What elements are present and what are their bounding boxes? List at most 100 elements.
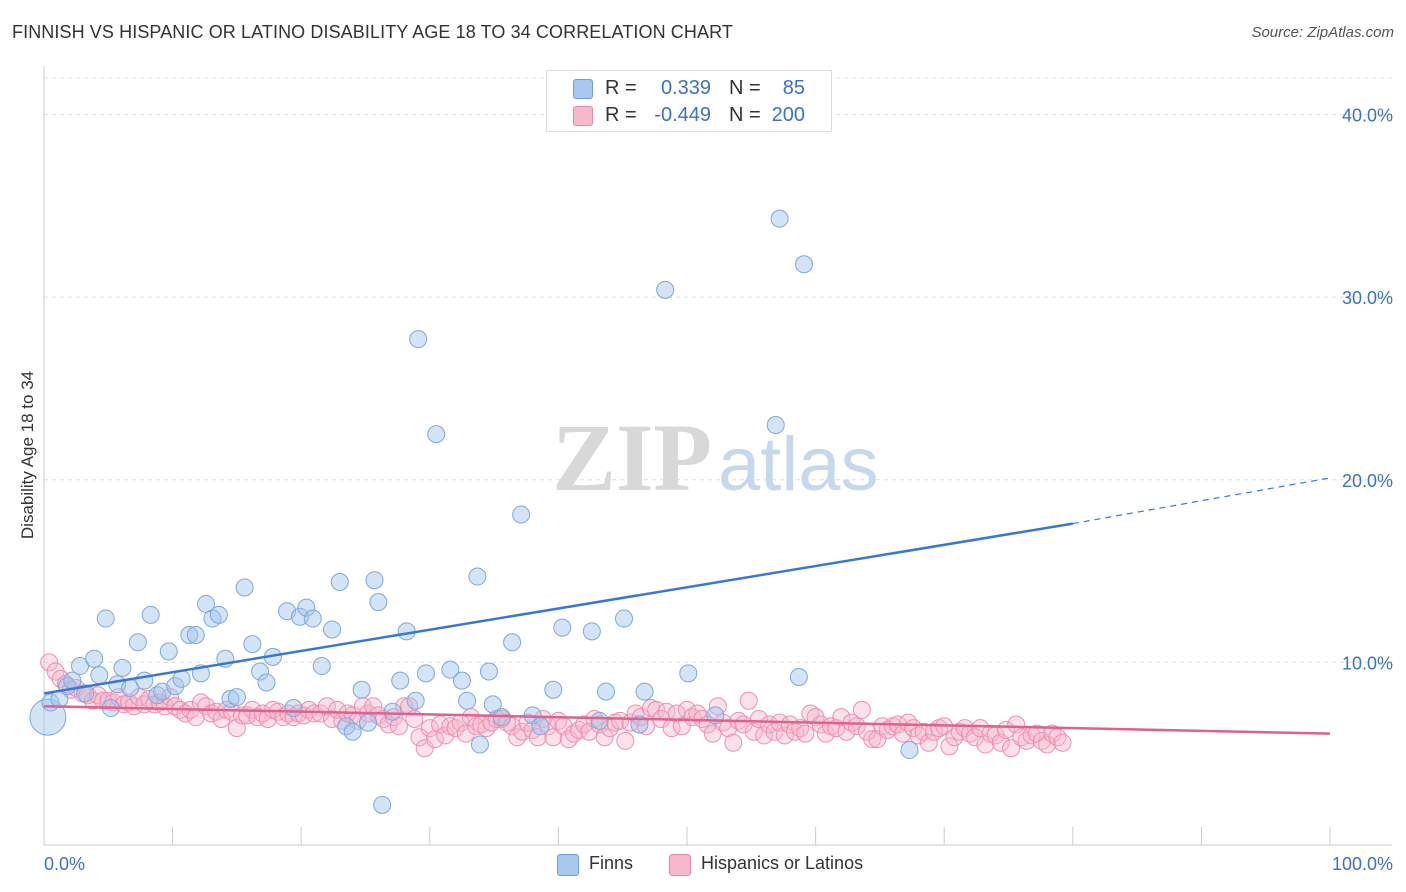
hispanic-point xyxy=(832,708,851,727)
finns-point xyxy=(470,735,489,754)
hispanic-point xyxy=(600,719,619,738)
hispanic-point xyxy=(477,719,496,738)
hispanic-point xyxy=(1002,739,1021,758)
hispanic-point xyxy=(274,708,293,727)
r-label: R = xyxy=(605,104,637,126)
hispanic-trend-line xyxy=(43,704,1331,735)
finns-point xyxy=(369,593,388,612)
finns-point xyxy=(582,622,601,641)
hispanic-point xyxy=(425,730,444,749)
finns-point xyxy=(766,415,785,434)
hispanic-point xyxy=(415,739,434,758)
x-tick-label-max: 100.0% xyxy=(1332,854,1393,874)
hispanic-point xyxy=(873,717,892,736)
finns-point xyxy=(416,664,435,683)
finns-point xyxy=(128,633,147,652)
finns-point xyxy=(553,618,572,637)
hispanic-point xyxy=(878,720,897,739)
hispanic-point xyxy=(616,731,635,750)
hispanic-point xyxy=(899,713,918,732)
hispanic-point xyxy=(51,669,70,688)
finns-point xyxy=(352,680,371,699)
hispanic-n-value: 200 xyxy=(771,104,805,126)
r-label: R = xyxy=(605,77,637,99)
hispanic-point xyxy=(482,713,501,732)
hispanic-swatch xyxy=(573,106,593,126)
finns-trend-extension xyxy=(1072,477,1331,525)
hispanic-point xyxy=(631,708,650,727)
hispanic-point xyxy=(919,733,938,752)
finns-point xyxy=(159,642,178,661)
correlation-legend: R = 0.339 N = 85 R = -0.449 N = 200 xyxy=(546,70,832,132)
finns-point xyxy=(441,660,460,679)
hispanic-point xyxy=(595,728,614,747)
hispanic-point xyxy=(955,719,974,738)
hispanic-point xyxy=(420,719,439,738)
series-legend: Finns Hispanics or Latinos xyxy=(0,852,1406,876)
hispanic-point xyxy=(436,726,455,745)
hispanic-point xyxy=(369,706,388,725)
finns-point xyxy=(297,598,316,617)
hispanic-r-value: -0.449 xyxy=(654,104,711,126)
x-tick-label-min: 0.0% xyxy=(44,854,85,874)
finns-point xyxy=(257,673,276,692)
hispanic-point xyxy=(724,733,743,752)
finns-point xyxy=(235,578,254,597)
finns-point xyxy=(148,686,167,705)
finns-point xyxy=(359,713,378,732)
hispanic-point xyxy=(150,693,169,712)
hispanic-point xyxy=(508,728,527,747)
finns-point xyxy=(614,609,633,628)
hispanic-point xyxy=(1017,731,1036,750)
hispanic-point xyxy=(191,693,210,712)
watermark-zip: ZIP xyxy=(552,404,712,511)
hispanic-point xyxy=(279,704,298,723)
finns-point xyxy=(770,209,789,228)
finns-point xyxy=(503,633,522,652)
hispanic-point xyxy=(755,726,774,745)
hispanic-point xyxy=(40,653,59,672)
finns-point xyxy=(85,649,104,668)
finns-point xyxy=(323,620,342,639)
finns-point xyxy=(166,677,185,696)
finns-point xyxy=(141,605,160,624)
finns-point xyxy=(71,657,90,676)
finns-point xyxy=(789,667,808,686)
hispanic-point xyxy=(166,697,185,716)
y-tick-label: 40.0% xyxy=(1342,106,1393,126)
legend-row-hispanic: R = -0.449 N = 200 xyxy=(547,102,831,128)
hispanic-point xyxy=(1038,735,1057,754)
finns-r-value: 0.339 xyxy=(660,77,711,99)
trend-lines xyxy=(43,477,1331,735)
finns-point xyxy=(479,662,498,681)
finns-point xyxy=(343,722,362,741)
finns-trend-line xyxy=(43,522,1074,695)
finns-point xyxy=(113,658,132,677)
finns-point xyxy=(452,671,471,690)
hispanic-point xyxy=(364,697,383,716)
hispanic-legend-swatch xyxy=(669,854,691,876)
finns-point xyxy=(656,280,675,299)
hispanic-point xyxy=(544,728,563,747)
hispanic-point xyxy=(1053,733,1072,752)
hispanic-point xyxy=(446,719,465,738)
axes xyxy=(43,66,1392,846)
n-label: N = xyxy=(729,104,761,126)
hispanic-legend-label: Hispanics or Latinos xyxy=(701,853,864,873)
finns-point xyxy=(596,682,615,701)
hispanic-point xyxy=(714,713,733,732)
hispanic-point xyxy=(739,691,758,710)
finns-point xyxy=(186,625,205,644)
finns-point xyxy=(590,711,609,730)
finns-point xyxy=(406,691,425,710)
finns-point xyxy=(679,664,698,683)
n-label: N = xyxy=(729,77,761,99)
hispanic-point xyxy=(564,724,583,743)
hispanic-point xyxy=(863,730,882,749)
finns-point xyxy=(90,666,109,685)
hispanic-point xyxy=(924,722,943,741)
hispanic-point xyxy=(497,713,516,732)
finns-n-value: 85 xyxy=(782,77,805,99)
finns-point xyxy=(221,689,240,708)
